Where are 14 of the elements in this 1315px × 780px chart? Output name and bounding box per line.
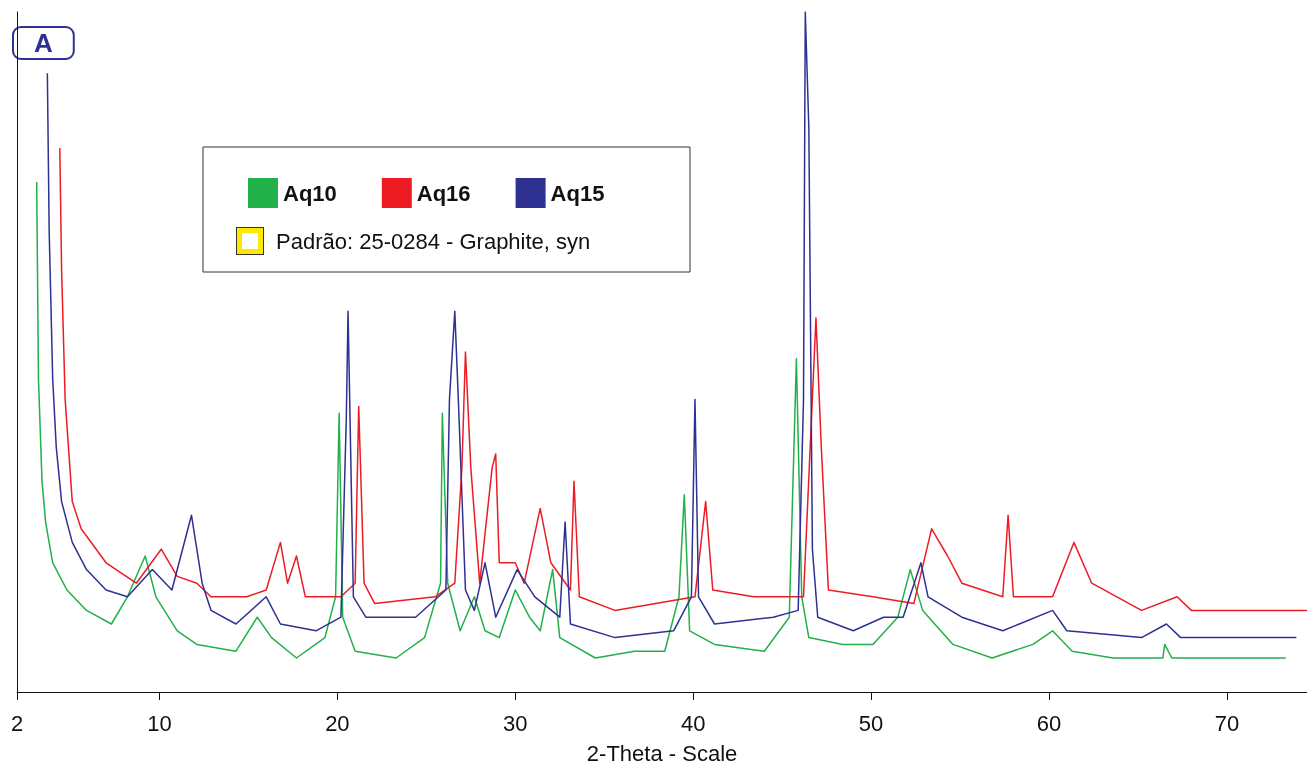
- legend-label: Aq16: [416, 180, 471, 206]
- x-tick-label: 10: [147, 710, 172, 736]
- x-tick-label: 60: [1036, 710, 1062, 736]
- x-tick-label: 2: [10, 710, 24, 736]
- legend-label: Aq10: [283, 180, 337, 206]
- x-axis-title: 2-Theta - Scale: [586, 740, 738, 766]
- x-tick-label: 20: [325, 710, 350, 736]
- x-tick-label: 50: [858, 710, 884, 736]
- x-tick-label: 70: [1214, 710, 1240, 736]
- x-tick-label: 30: [503, 710, 528, 736]
- legend-label: Aq15: [550, 180, 605, 206]
- x-tick-label: 40: [680, 710, 706, 736]
- annotation: Padrão: 25-0284 - Graphite, syn: [276, 228, 591, 254]
- annotation: A: [34, 28, 53, 58]
